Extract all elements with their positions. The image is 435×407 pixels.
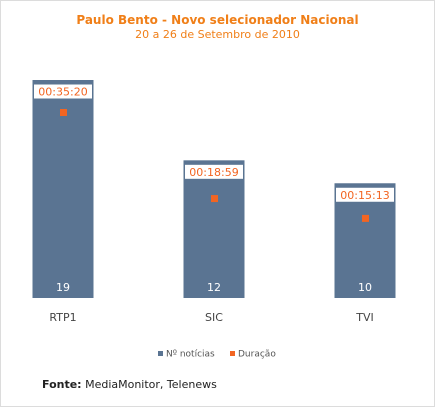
duration-marker: [60, 109, 67, 116]
category-label: RTP1: [49, 311, 76, 324]
bar-value-label: 10: [358, 281, 372, 294]
duration-label-box: [335, 186, 395, 203]
bar: [32, 80, 94, 298]
source-note: Fonte: MediaMonitor, Telenews: [42, 378, 217, 391]
duration-label: 00:15:13: [340, 189, 389, 202]
source-label: Fonte:: [42, 378, 82, 391]
legend-swatch-duracao: [230, 351, 235, 356]
bar-value-label: 19: [56, 281, 70, 294]
chart-title: Paulo Bento - Novo selecionador Nacional: [76, 13, 359, 27]
duration-label: 00:35:20: [38, 86, 87, 99]
duration-marker: [211, 195, 218, 203]
chart-subtitle: 20 a 26 de Setembro de 2010: [135, 28, 300, 41]
legend-label-duracao: Duração: [238, 350, 276, 360]
legend-swatch-noticias: [158, 351, 163, 356]
duration-marker: [362, 214, 369, 222]
bar: [183, 160, 245, 298]
source-text: MediaMonitor, Telenews: [85, 378, 217, 391]
legend-label-noticias: Nº notícias: [166, 350, 215, 360]
category-label: TVI: [355, 311, 374, 324]
duration-label-box: [33, 83, 93, 100]
category-label: SIC: [205, 311, 223, 324]
bar-value-label: 12: [207, 281, 221, 294]
duration-label-box: [184, 163, 244, 180]
duration-label: 00:18:59: [189, 166, 238, 179]
